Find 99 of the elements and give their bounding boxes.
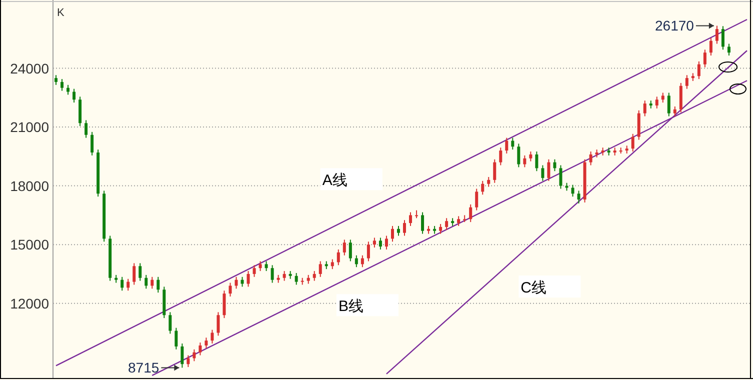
- candlestick: [697, 60, 700, 80]
- candlestick: [270, 264, 274, 284]
- candlestick: [541, 164, 544, 182]
- candlestick: [354, 254, 358, 268]
- candlestick: [529, 151, 532, 162]
- candlestick: [132, 262, 136, 286]
- candlestick: [499, 147, 502, 166]
- candlestick: [475, 188, 478, 211]
- candlestick: [198, 342, 202, 356]
- annotation: 8715: [128, 360, 160, 376]
- candlestick: [559, 164, 562, 190]
- candlestick: [204, 337, 208, 349]
- candlestick: [318, 260, 322, 278]
- candlestick: [216, 312, 220, 336]
- candlestick: [505, 137, 508, 154]
- candlestick: [144, 274, 148, 290]
- candlestick: [655, 96, 658, 109]
- candlestick: [312, 270, 316, 282]
- candlestick: [54, 74, 58, 86]
- candlestick: [553, 158, 556, 172]
- candlestick: [330, 258, 334, 270]
- candlestick: [150, 276, 154, 290]
- candlestick: [535, 151, 538, 172]
- candlestick: [384, 235, 388, 250]
- candlestick: [294, 272, 298, 286]
- candlestick: [228, 282, 232, 297]
- annotation: K: [57, 7, 65, 19]
- candlestick: [721, 26, 724, 50]
- candlestick: [342, 239, 346, 256]
- candlestick: [390, 225, 394, 242]
- candlestick: [577, 190, 580, 204]
- y-tick-label: 24000: [10, 60, 50, 76]
- candlestick: [222, 290, 226, 319]
- candlestick: [60, 78, 64, 92]
- candlestick: [589, 151, 592, 166]
- candlestick: [366, 241, 370, 262]
- candlestick: [246, 270, 250, 288]
- candlestick: [234, 276, 238, 290]
- candlestick: [210, 329, 214, 344]
- candlestick: [156, 276, 160, 294]
- candlestick: [174, 327, 178, 350]
- candlestick: [378, 237, 382, 250]
- candlestick: [439, 224, 442, 234]
- candlestick: [84, 120, 88, 138]
- candlestick: [481, 180, 484, 196]
- candlestick: [667, 92, 670, 117]
- candlestick: [168, 312, 172, 334]
- candlestick: [282, 270, 286, 282]
- series-label: A线: [322, 172, 348, 190]
- candlestick: [126, 278, 130, 292]
- candlestick: [78, 96, 82, 127]
- candlestick: [336, 248, 340, 266]
- candlestick: [258, 260, 262, 272]
- candlestick: [571, 184, 574, 198]
- candlestick: [727, 43, 730, 56]
- candlestick: [240, 276, 244, 288]
- y-tick-label: 18000: [10, 178, 50, 194]
- series-label: B线: [338, 298, 364, 316]
- candlestick: [180, 343, 184, 368]
- candlestick: [396, 225, 400, 236]
- candlestick: [403, 220, 406, 236]
- candlestick: [643, 100, 646, 117]
- candlestick: [348, 239, 352, 262]
- candlestick: [547, 158, 550, 182]
- candlestick: [186, 354, 190, 368]
- series-label: C线: [520, 280, 547, 297]
- candlestick: [673, 106, 676, 117]
- candlestick: [487, 176, 490, 188]
- candlestick: [637, 110, 640, 140]
- candlestick: [409, 212, 412, 226]
- annotation: 26170: [655, 18, 694, 34]
- candlestick: [511, 137, 514, 150]
- y-tick-label: 21000: [10, 119, 50, 136]
- candlestick: [90, 131, 94, 156]
- candlestick: [252, 264, 256, 278]
- candlestick: [517, 143, 520, 168]
- candlestick: [138, 262, 142, 282]
- candlestick: [72, 88, 76, 104]
- candlestick: [661, 92, 664, 104]
- candlestick: [360, 254, 364, 268]
- candlestick: [421, 212, 424, 234]
- candlestick: [631, 133, 634, 152]
- candlestick: [66, 84, 70, 96]
- candlestick: [469, 204, 472, 223]
- candlestick: [685, 74, 688, 90]
- candlestick: [372, 237, 376, 248]
- candlestick: [703, 49, 706, 68]
- candlestick: [709, 37, 712, 56]
- candlestick: [523, 154, 526, 168]
- candlestick: [192, 348, 196, 362]
- candlestick: [445, 218, 448, 230]
- candlestick: [264, 260, 268, 272]
- candlestick: [715, 25, 718, 44]
- candlestick: [679, 82, 682, 113]
- candlestick: [493, 158, 496, 184]
- candlestick: [120, 276, 124, 292]
- candlestick: [457, 216, 460, 226]
- y-tick-label: 12000: [10, 295, 50, 312]
- y-tick-label: 15000: [10, 236, 50, 253]
